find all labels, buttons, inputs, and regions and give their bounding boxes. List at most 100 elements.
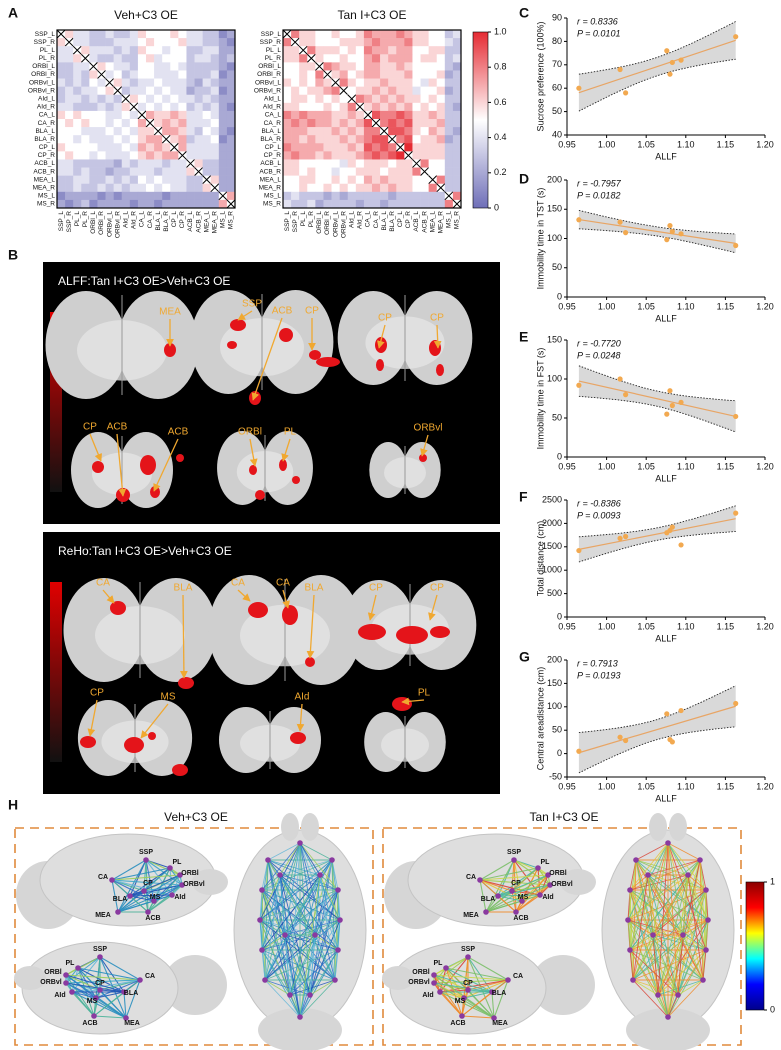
- activation-cluster: [392, 697, 412, 711]
- x-tick-label: 1.20: [756, 621, 774, 631]
- heatmap-cell: [299, 70, 308, 79]
- heatmap-cell: [452, 86, 462, 96]
- heatmap-cell: [388, 191, 397, 201]
- heatmap-cell: [129, 135, 139, 144]
- heatmap-cell: [170, 102, 179, 112]
- heatmap-cell: [129, 159, 139, 168]
- activation-cluster: [176, 454, 184, 462]
- heatmap-cell: [444, 110, 454, 120]
- heatmap-cell: [315, 143, 324, 152]
- heatmap-cell: [363, 30, 373, 39]
- connection: [261, 949, 311, 996]
- region-node: [431, 980, 437, 986]
- heatmap-cell: [210, 159, 220, 168]
- heatmap-cell: [162, 30, 171, 39]
- heatmap-cell: [444, 62, 454, 71]
- connection: [309, 934, 316, 996]
- heatmap-cell: [380, 119, 389, 128]
- heatmap-cell: [89, 191, 98, 201]
- region-node: [509, 888, 515, 894]
- connection: [299, 842, 341, 921]
- heatmap-cell: [162, 159, 171, 168]
- heatmap-cell: [218, 38, 228, 47]
- heatmap-cell: [178, 54, 187, 63]
- heatmap-cell: [89, 175, 98, 185]
- connection: [261, 874, 281, 951]
- y-tick-label: 60: [552, 83, 562, 93]
- x-tick-label: 1.05: [637, 139, 655, 149]
- connection: [682, 934, 704, 981]
- heatmap-cell: [202, 191, 212, 201]
- heatmap-cell: [444, 167, 454, 176]
- heatmap-cell: [372, 191, 381, 201]
- connection: [445, 967, 465, 999]
- heatmap-title: Veh+C3 OE: [114, 8, 178, 22]
- heatmap-cell: [97, 30, 106, 39]
- connection: [299, 842, 321, 876]
- heatmap-cell: [162, 199, 171, 209]
- heatmap-cell: [73, 30, 82, 39]
- brain-surface: [192, 869, 228, 895]
- column-label: ORBvl_L: [332, 211, 339, 237]
- data-point: [733, 242, 739, 249]
- heatmap-cell: [162, 191, 171, 201]
- column-label: SSP_L: [284, 211, 291, 232]
- diagonal-cross: [282, 29, 292, 39]
- connection: [125, 979, 141, 1019]
- row-label: MS_R: [263, 201, 281, 208]
- heatmap-cell: [420, 191, 429, 201]
- heatmap-cell: [363, 62, 373, 71]
- heatmap-cell: [428, 30, 438, 39]
- heatmap-cell: [339, 38, 349, 47]
- heatmap-cell: [170, 62, 179, 71]
- heatmap-cell: [363, 135, 373, 144]
- heatmap-cell: [89, 127, 98, 136]
- heatmap-cell: [452, 159, 462, 168]
- heatmap-cell: [105, 102, 114, 112]
- heatmap-cell: [388, 127, 397, 136]
- heatmap-cell: [73, 70, 82, 79]
- connection: [117, 895, 131, 913]
- panel-label: A: [8, 5, 18, 21]
- heatmap-cell: [162, 110, 171, 120]
- connection: [129, 867, 171, 897]
- column-label: CA_L: [139, 211, 146, 228]
- heatmap-cell: [97, 62, 106, 71]
- heatmap-cell: [372, 54, 381, 63]
- connection: [267, 842, 301, 861]
- brain-slice: [343, 580, 477, 670]
- column-label: ORBl_L: [90, 211, 97, 234]
- heatmap-cell: [202, 183, 212, 193]
- connection: [657, 994, 669, 1018]
- heatmap-cell: [178, 191, 187, 201]
- row-label: ORBl_R: [31, 71, 55, 78]
- heatmap-cell: [81, 199, 90, 209]
- heatmap-cell: [299, 135, 308, 144]
- brain-slice: [208, 575, 362, 685]
- heatmap-cell: [194, 175, 203, 185]
- heatmap-cell: [339, 183, 349, 193]
- heatmap-cell: [355, 191, 365, 201]
- data-point: [623, 392, 629, 398]
- heatmap-cell: [436, 175, 446, 185]
- diagonal-cross: [436, 183, 446, 193]
- x-tick-label: 0.95: [558, 301, 576, 311]
- heatmap-cell: [154, 70, 163, 79]
- heatmap-cell: [178, 127, 187, 136]
- heatmap-cell: [283, 70, 292, 79]
- node-label: ORBl: [44, 969, 62, 976]
- heatmap-cell: [355, 70, 365, 79]
- connection: [279, 874, 316, 936]
- heatmap-cell: [380, 159, 389, 168]
- heatmap-cell: [81, 38, 90, 47]
- heatmap-cell: [137, 38, 147, 47]
- heatmap-cell: [73, 135, 82, 144]
- heatmap-cell: [428, 127, 438, 136]
- region-node: [143, 857, 149, 863]
- connection: [652, 934, 669, 1018]
- connection: [111, 879, 155, 902]
- row-label: ACB_L: [260, 160, 281, 167]
- heatmap-cell: [154, 110, 163, 120]
- heatmap-cell: [388, 119, 397, 128]
- heatmap-cell: [404, 30, 413, 39]
